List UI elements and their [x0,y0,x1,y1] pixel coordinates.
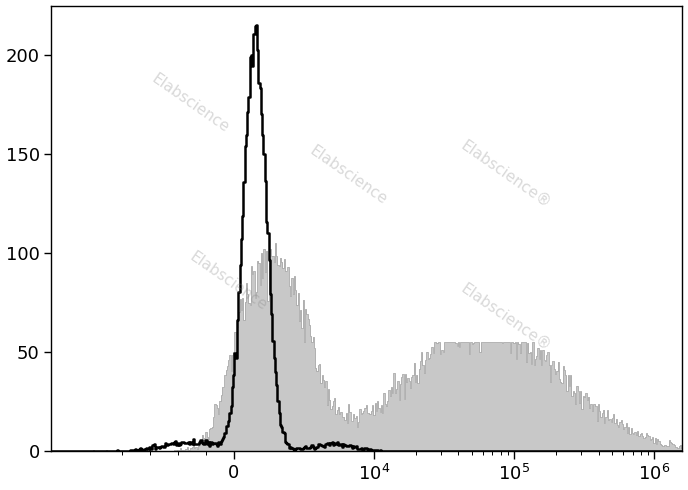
Text: Elabscience: Elabscience [149,72,232,136]
Text: Elabscience: Elabscience [186,249,270,314]
Text: Elabscience: Elabscience [307,143,389,207]
Text: Elabscience®: Elabscience® [458,138,554,212]
Text: Elabscience®: Elabscience® [458,281,554,354]
